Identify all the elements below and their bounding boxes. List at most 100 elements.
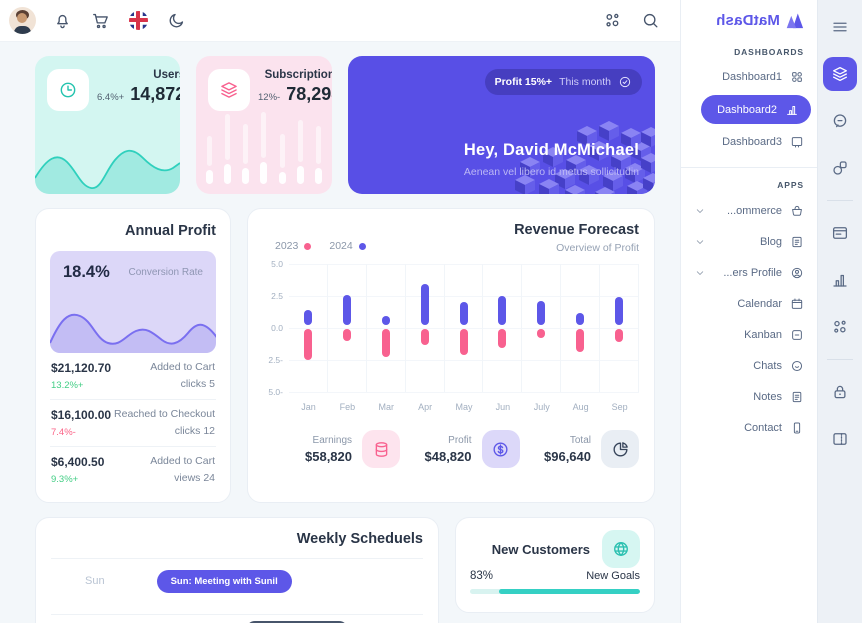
subscriptions-value-row: 12%- 78,298: [258, 84, 332, 105]
amount-value: $6,400.50: [51, 455, 105, 469]
clock-icon: [47, 69, 89, 111]
logo[interactable]: MatDash: [681, 0, 817, 35]
x-tick-label: Apr: [418, 402, 433, 412]
hamburger-menu-icon[interactable]: [823, 10, 857, 44]
section-label-dashboards: DASHBOARDS: [734, 47, 804, 57]
user-avatar[interactable]: [8, 5, 40, 37]
sidebar-item-chats[interactable]: Chats: [681, 350, 817, 381]
legend-item-2023[interactable]: 2023: [275, 240, 312, 252]
weekly-row: Sun Sun: Meeting with Sunil: [51, 559, 423, 603]
row-label: Added to Cart: [150, 361, 215, 373]
chat-icon: [790, 359, 804, 373]
sidebar-item-kanban[interactable]: Kanban: [681, 319, 817, 350]
layout-icon[interactable]: [823, 422, 857, 456]
amount-value: $21,120.70: [51, 361, 112, 375]
users-stat-card: Users 6.4%+ 14,872: [35, 56, 180, 194]
legend-label: 2023: [275, 240, 299, 252]
grid-dots-icon: [790, 70, 804, 84]
revenue-title: Revenue Forecast: [514, 222, 639, 238]
sidebar-item-contact[interactable]: Contact: [681, 412, 817, 443]
chart-bar-2023: [537, 329, 546, 339]
chart-month-column: [445, 264, 484, 392]
annual-row-right: Added to Cart views 24: [150, 455, 215, 485]
sidebar-item-label: Dashboard3: [722, 136, 782, 148]
chevron-down-icon[interactable]: [694, 205, 706, 217]
users-stat-top: Users 6.4%+ 14,872: [47, 69, 180, 111]
chart-bar-2023: [498, 329, 507, 349]
icon-rail: [817, 0, 862, 623]
revenue-chart: 5.0 2.5 0.0 2.5- 5.0-: [263, 259, 640, 397]
spark-group: [224, 114, 232, 184]
users-value: 14,872: [130, 84, 180, 104]
spark-bar-bottom: [296, 166, 304, 184]
revenue-header: 2023 2024 Revenue Forecast Overview of Pr…: [263, 222, 639, 254]
row-label: Reached to Checkout: [114, 408, 215, 420]
sidebar-divider: [681, 167, 817, 168]
spark-bar-top: [297, 120, 303, 162]
users-stat-text: Users 6.4%+ 14,872: [97, 69, 180, 105]
sidebar-item-dashboard2[interactable]: Dashboard2: [701, 95, 811, 124]
chart-month-column: [406, 264, 445, 392]
weekly-event-pill[interactable]: Sun: Meeting with Sunil: [156, 569, 292, 593]
chart-month-column: [483, 264, 523, 392]
circles-icon[interactable]: [823, 310, 857, 344]
search-icon[interactable]: [634, 5, 666, 37]
sidebar-item-label: Dashboard1: [722, 71, 782, 83]
partial-event-pill[interactable]: [246, 621, 348, 623]
welcome-hero-card: Profit 15%+ This month Hey, David McMich…: [348, 56, 655, 194]
chevron-down-icon[interactable]: [694, 236, 706, 248]
sidebar-item-ersprofile[interactable]: ...ers Profile: [681, 257, 817, 288]
spark-bar-top: [279, 134, 285, 168]
hero-subtitle: Aenean vel libero id metus sollicitudin: [463, 166, 639, 178]
dark-mode-moon-icon[interactable]: [160, 5, 192, 37]
sidebar-item-calendar[interactable]: Calendar: [681, 288, 817, 319]
goal-label: New Goals: [586, 570, 640, 582]
chat-round-icon[interactable]: [823, 104, 857, 138]
sidebar-item-notes[interactable]: Notes: [681, 381, 817, 412]
layers-icon[interactable]: [823, 57, 857, 91]
spark-group: [260, 112, 268, 184]
sidebar-item-label: Notes: [753, 390, 782, 403]
shapes-icon[interactable]: [823, 151, 857, 185]
notifications-bell-icon[interactable]: [46, 5, 78, 37]
legend-item-2024[interactable]: 2024: [329, 240, 366, 252]
chart-bar-2024: [459, 302, 468, 326]
spark-bar-top: [225, 114, 231, 160]
new-customers-card: New Customers 83% New Goals: [455, 517, 655, 613]
logo-mirrored: MatDash: [716, 11, 805, 29]
subscriptions-stat-top: Subscriptions 12%- 78,298: [208, 69, 332, 111]
footer-stat-total: Total $96,640: [544, 430, 639, 468]
topbar-right-group: [596, 5, 666, 37]
subscriptions-value: 78,298: [286, 84, 332, 104]
chart-bar-2023: [459, 329, 468, 355]
bar-chart-icon[interactable]: [823, 263, 857, 297]
dashboards-nav: Dashboard1 Dashboard2 Dashboard3: [681, 62, 817, 157]
chart-bar-2023: [342, 329, 351, 341]
avatar: [8, 7, 36, 34]
users-label: Users: [153, 69, 180, 81]
sidebar-item-dashboard3[interactable]: Dashboard3: [681, 127, 817, 157]
gridline-horizontal: [289, 391, 639, 393]
charts-row: Annual Profit 18.4% Conversion Rate $21,…: [35, 208, 655, 503]
chart-month-column: [600, 264, 640, 392]
chart-bar-2024: [303, 310, 312, 326]
calendar-icon: [790, 297, 804, 311]
db-icon: [362, 430, 400, 468]
annual-row-left: $21,120.70 13.2%+: [51, 361, 111, 391]
sidebar-item-label: Blog: [759, 235, 782, 248]
x-axis-labels: Jan Feb Mar Apr May Jun July Aug Sep: [289, 392, 639, 412]
language-flag-icon[interactable]: [122, 5, 154, 37]
sidebar-item-dashboard1[interactable]: Dashboard1: [681, 62, 817, 92]
sidebar-item-blog[interactable]: Blog: [681, 226, 817, 257]
lock-icon[interactable]: [823, 375, 857, 409]
sidebar-item-ommerce[interactable]: ...ommerce: [681, 195, 817, 226]
revenue-titles: Revenue Forecast Overview of Profit: [514, 222, 639, 254]
window-icon[interactable]: [823, 216, 857, 250]
users-sparkline: [35, 149, 180, 194]
y-tick-label: 5.0: [271, 259, 283, 269]
cart-icon[interactable]: [84, 5, 116, 37]
x-tick-label: Sep: [611, 402, 628, 412]
apps-grid-icon[interactable]: [596, 5, 628, 37]
chevron-down-icon[interactable]: [694, 267, 706, 279]
y-axis-ticks: 5.0 2.5 0.0 2.5- 5.0-: [263, 259, 289, 397]
